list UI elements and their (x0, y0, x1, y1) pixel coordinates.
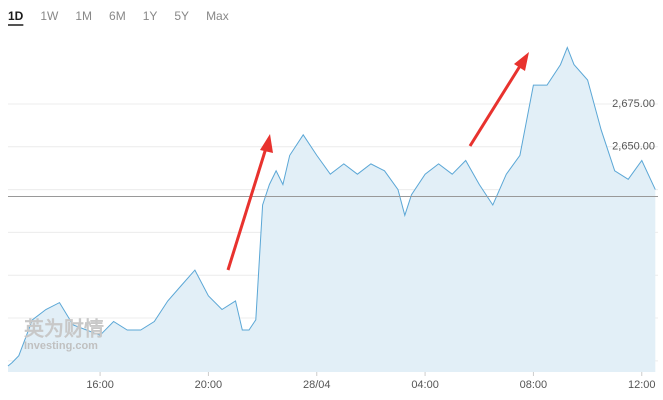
watermark-site: Investing.com (24, 340, 98, 352)
range-tab[interactable]: Max (206, 9, 229, 23)
range-tab[interactable]: 1D (8, 9, 24, 23)
y-tick-label: 2,675.00 (612, 98, 655, 110)
range-tabs: 1D 1W 1M 6M 1Y 5Y Max (8, 9, 229, 26)
price-line (7, 46, 656, 367)
x-tick-label: 08:00 (520, 379, 548, 391)
plot (7, 46, 658, 372)
watermark-logo: 英为财情 (24, 316, 104, 340)
x-tick-label: 20:00 (195, 379, 223, 391)
x-tick-label: 04:00 (411, 379, 439, 391)
x-tick-label: 12:00 (628, 379, 656, 391)
range-tab[interactable]: 6M (109, 9, 126, 23)
annotation-arrow (226, 52, 529, 271)
x-tick-label: 28/04 (303, 379, 331, 391)
x-tick-label: 16:00 (86, 379, 114, 391)
range-tab[interactable]: 1Y (143, 9, 158, 23)
range-tab[interactable]: 5Y (174, 9, 189, 23)
y-tick-label: 2,650.00 (612, 141, 655, 153)
range-tab[interactable]: 1W (40, 9, 59, 23)
range-tab[interactable]: 1M (75, 9, 92, 23)
price-area (8, 47, 656, 372)
